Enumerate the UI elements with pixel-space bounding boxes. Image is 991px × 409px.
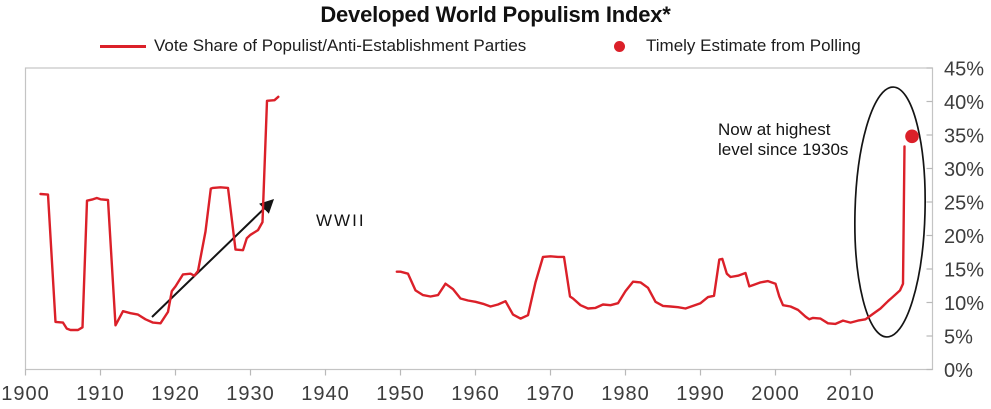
y-tick-label: 40% bbox=[944, 92, 984, 114]
y-tick-label: 45% bbox=[944, 59, 984, 81]
legend-item-polling: Timely Estimate from Polling bbox=[614, 36, 861, 56]
trend-arrow bbox=[151, 199, 275, 318]
x-tick-label: 1980 bbox=[601, 383, 650, 405]
x-tick-label: 1940 bbox=[301, 383, 350, 405]
x-tick-label: 1910 bbox=[76, 383, 125, 405]
y-tick-label: 0% bbox=[944, 360, 973, 382]
y-tick-label: 5% bbox=[944, 327, 973, 349]
chart-title: Developed World Populism Index* bbox=[320, 2, 671, 27]
plot-border bbox=[24, 67, 934, 371]
x-tick-label: 1970 bbox=[526, 383, 575, 405]
polling-estimate-dot bbox=[905, 129, 919, 144]
x-tick-label: 1960 bbox=[451, 383, 500, 405]
vote-share-line-post-wwii bbox=[395, 145, 906, 326]
x-tick-label: 2000 bbox=[751, 383, 800, 405]
y-tick-label: 20% bbox=[944, 226, 984, 248]
legend-label-vote-share: Vote Share of Populist/Anti-Establishmen… bbox=[154, 36, 527, 55]
now-annotation: Now at highest level since 1930s bbox=[718, 120, 849, 159]
x-tick-label: 1930 bbox=[226, 383, 275, 405]
line-swatch-icon bbox=[100, 44, 146, 48]
x-tick-label: 2010 bbox=[826, 383, 875, 405]
y-tick-label: 30% bbox=[944, 159, 984, 181]
x-tick-label: 1950 bbox=[376, 383, 425, 405]
vote-share-line-pre-wwii bbox=[39, 95, 280, 332]
x-tick-label: 1990 bbox=[676, 383, 725, 405]
y-tick-label: 10% bbox=[944, 293, 984, 315]
dot-swatch-icon bbox=[614, 40, 625, 52]
highlight-ellipse bbox=[854, 86, 926, 338]
x-tick-label: 1920 bbox=[151, 383, 200, 405]
legend-label-polling: Timely Estimate from Polling bbox=[646, 36, 861, 55]
x-tick-label: 1900 bbox=[1, 383, 50, 405]
y-tick-label: 25% bbox=[944, 193, 984, 215]
legend-item-vote-share: Vote Share of Populist/Anti-Establishmen… bbox=[100, 36, 526, 56]
y-tick-label: 35% bbox=[944, 126, 984, 148]
y-tick-label: 15% bbox=[944, 260, 984, 282]
wwii-annotation: WWII bbox=[316, 211, 366, 230]
